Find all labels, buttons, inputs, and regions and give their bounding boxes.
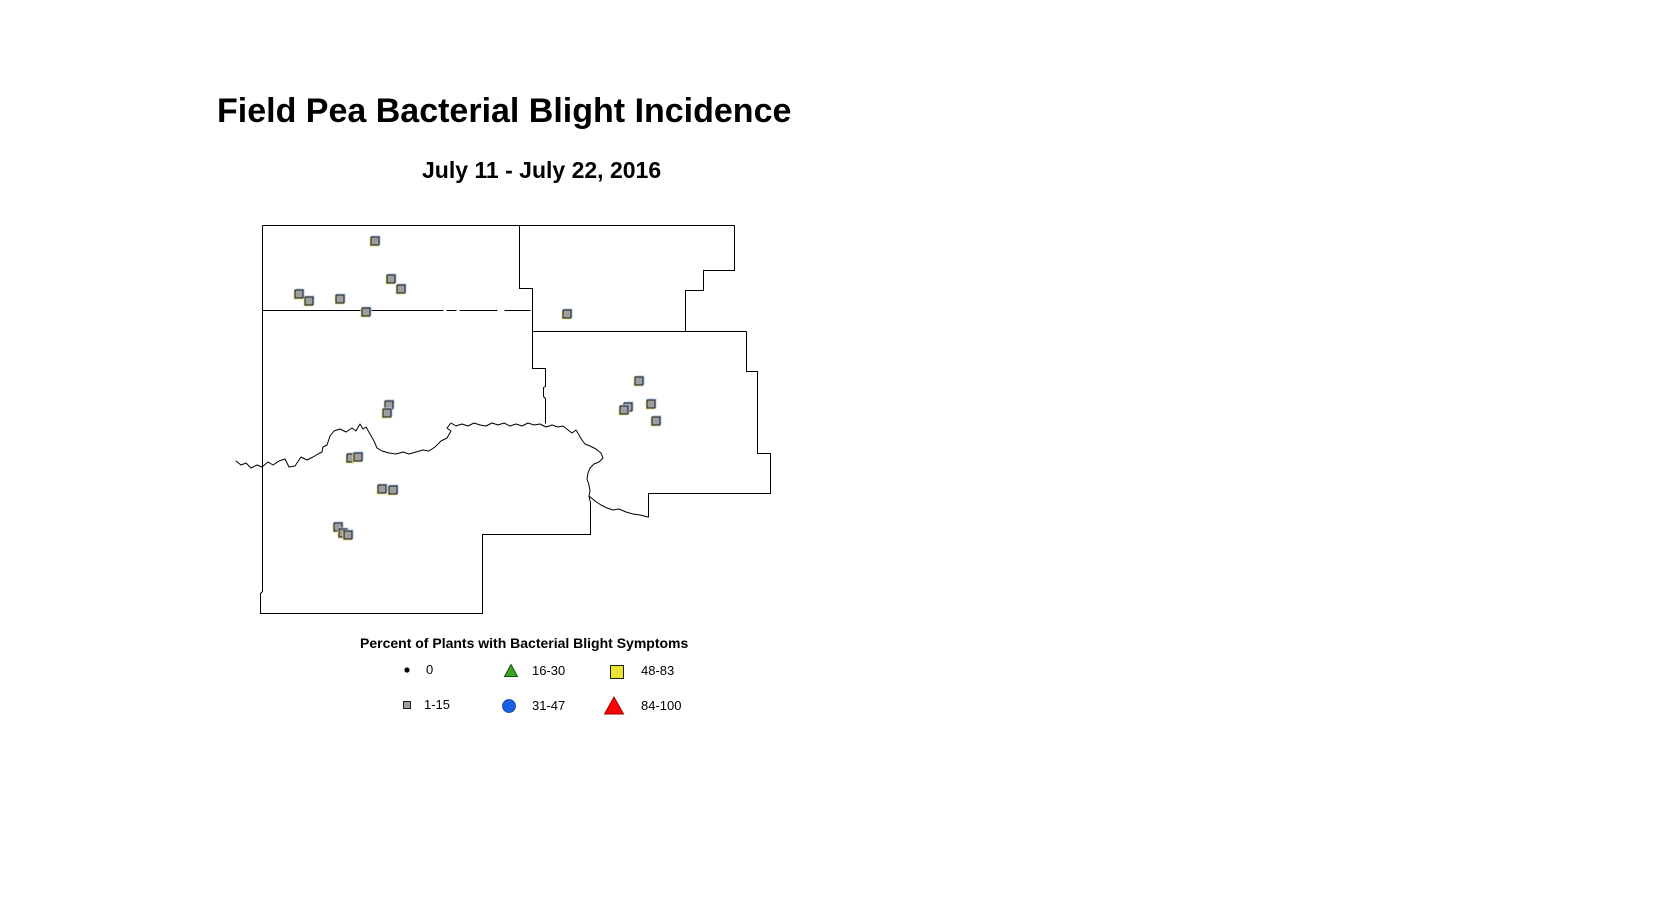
map-marker-square — [619, 405, 629, 415]
county-boundary-nw-east-edge — [519, 225, 533, 332]
map-marker-square — [361, 307, 371, 317]
map-marker-square — [304, 296, 314, 306]
map-marker-square — [377, 484, 387, 494]
legend-label-0: 0 — [426, 662, 434, 677]
legend-circle-symbol — [502, 699, 516, 713]
map-marker-square — [562, 309, 572, 319]
legend-label-84-100: 84-100 — [641, 698, 682, 713]
legend-label-16-30: 16-30 — [532, 663, 566, 678]
map-marker-square — [370, 236, 380, 246]
legend-label-48-83: 48-83 — [641, 663, 675, 678]
map-marker-square — [343, 530, 353, 540]
map-marker-square — [388, 485, 398, 495]
legend-large-triangle-symbol — [603, 695, 625, 715]
legend-dot-symbol — [404, 667, 410, 673]
map-marker-square — [384, 400, 394, 410]
page-title: Field Pea Bacterial Blight Incidence — [217, 92, 792, 130]
map-marker-square — [333, 522, 343, 532]
map-marker-square — [353, 452, 363, 462]
river — [235, 422, 649, 518]
legend-small-square-symbol — [403, 701, 411, 709]
county-boundary-east-steps — [648, 331, 771, 518]
county-boundaries — [260, 225, 771, 614]
river-path-branch — [588, 495, 649, 518]
legend-triangle-symbol — [503, 663, 519, 677]
map-marker-square — [386, 274, 396, 284]
map-marker-square — [396, 284, 406, 294]
county-boundary-center-vertical — [532, 331, 546, 424]
page-subtitle: July 11 - July 22, 2016 — [422, 157, 662, 183]
legend-title: Percent of Plants with Bacterial Blight … — [360, 635, 689, 651]
map-marker-square — [646, 399, 656, 409]
legend-label-1-15: 1-15 — [424, 697, 451, 712]
legend-label-31-47: 31-47 — [532, 698, 566, 713]
map-marker-square — [335, 294, 345, 304]
county-boundary-ne-east-steps — [685, 225, 735, 332]
map-marker-square — [294, 289, 304, 299]
map-markers — [294, 236, 661, 540]
map-marker-square — [634, 376, 644, 386]
river-path-main — [235, 422, 604, 502]
legend-square-symbol — [610, 665, 624, 679]
map-marker-square — [651, 416, 661, 426]
map-marker-square — [382, 408, 392, 418]
county-boundary-west-south — [260, 225, 591, 614]
